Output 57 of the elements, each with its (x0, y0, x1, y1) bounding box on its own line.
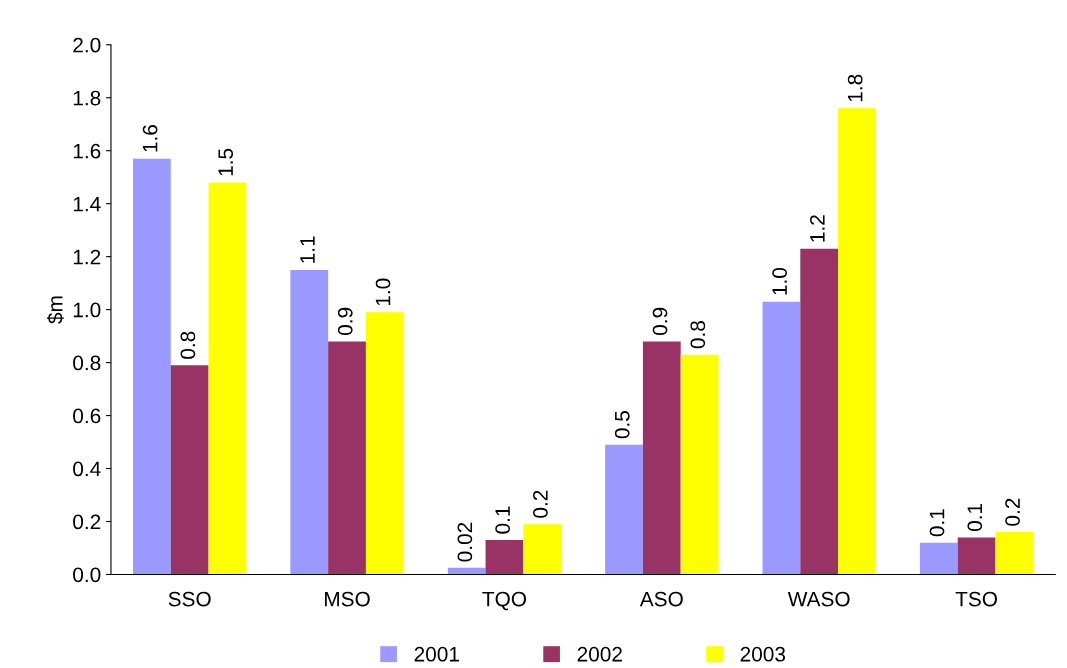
data-label: 0.1 (967, 503, 983, 532)
x-tick-label: WASO (787, 591, 850, 607)
x-tick-label: SSO (168, 591, 211, 607)
bar (800, 248, 839, 575)
bar (919, 542, 958, 575)
bar (208, 182, 247, 575)
data-label: 1.1 (300, 236, 315, 263)
bar (680, 354, 719, 575)
data-label: 0.1 (929, 509, 945, 537)
y-tick-label: 1.4 (73, 196, 101, 212)
data-label: 0.8 (180, 331, 196, 359)
bar (365, 312, 404, 575)
y-axis-title: $m (46, 296, 64, 324)
bar (290, 269, 329, 575)
bar (995, 532, 1034, 575)
bar (170, 365, 209, 575)
bar (642, 341, 681, 575)
data-label: 1.0 (772, 267, 788, 295)
data-label: 1.5 (218, 148, 234, 176)
data-label: 0.9 (337, 307, 353, 336)
y-tick-label: 0.4 (73, 461, 101, 477)
y-tick-label: 1.2 (73, 249, 101, 265)
legend-label: 2003 (740, 646, 786, 662)
y-tick-label: 2.0 (73, 37, 101, 53)
data-label: 0.1 (495, 506, 511, 534)
bar (838, 108, 876, 575)
y-tick-label: 0.2 (73, 514, 101, 530)
bar (523, 524, 562, 575)
data-label: 1.0 (375, 278, 391, 306)
y-tick-label: 1.8 (73, 90, 101, 106)
y-tick-label: 1.0 (73, 302, 101, 318)
data-label: 0.02 (457, 522, 473, 562)
data-label: 0.2 (533, 490, 548, 518)
x-tick-label: TQO (482, 591, 526, 611)
y-tick-label: 1.6 (73, 143, 101, 159)
x-tick-label: ASO (639, 591, 683, 607)
bar (762, 301, 801, 575)
data-label: 1.8 (847, 74, 863, 102)
y-tick-label: 0.8 (73, 355, 101, 371)
y-tick-label: 0.0 (73, 567, 101, 583)
legend-label: 2002 (577, 646, 622, 662)
bar (328, 341, 366, 575)
data-label: 1.6 (142, 125, 158, 152)
legend-label: 2001 (414, 646, 459, 662)
data-label: 0.9 (652, 307, 668, 336)
bar (133, 158, 171, 575)
x-tick-label: TSO (955, 591, 997, 607)
bar (485, 540, 524, 575)
x-tick-label: MSO (325, 591, 370, 607)
y-tick-label: 0.6 (73, 408, 101, 424)
data-label: 0.2 (1005, 498, 1020, 526)
bar (957, 537, 996, 575)
bar (605, 444, 643, 575)
data-label: 0.5 (614, 411, 630, 439)
data-label: 1.2 (810, 215, 825, 242)
data-label: 0.8 (690, 321, 706, 349)
bar (447, 567, 486, 575)
